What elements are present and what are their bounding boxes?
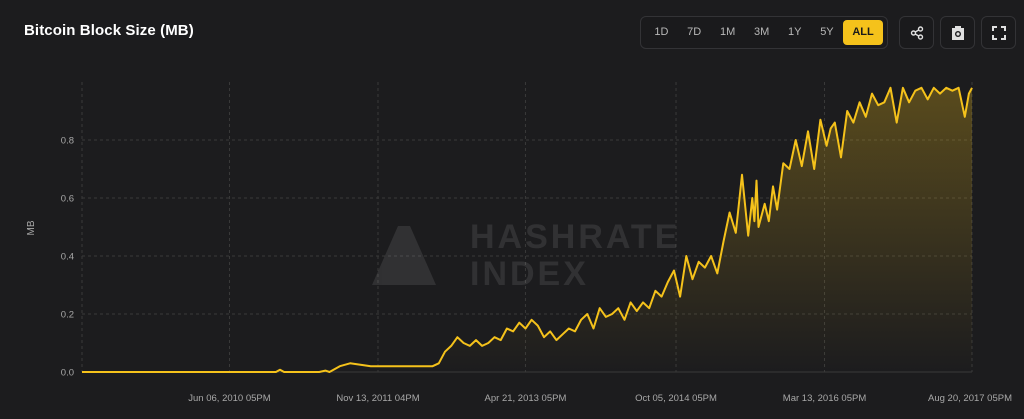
x-tick-label: Apr 21, 2013 05PM [485, 393, 567, 404]
fullscreen-button[interactable] [981, 16, 1016, 49]
screenshot-button[interactable] [940, 16, 975, 49]
x-tick-label: Jun 06, 2010 05PM [188, 393, 270, 404]
y-tick-label: 0.4 [61, 252, 74, 263]
time-range-selector: 1D 7D 1M 3M 1Y 5Y ALL [640, 16, 888, 49]
series-line-0 [82, 86, 973, 373]
y-tick-label: 0.2 [61, 310, 74, 321]
range-button-1m[interactable]: 1M [719, 26, 736, 38]
y-tick-label: 0.8 [61, 136, 74, 147]
series-area-0 [82, 87, 972, 373]
range-button-all[interactable]: ALL [843, 20, 884, 45]
x-tick-label: Oct 05, 2014 05PM [635, 393, 717, 404]
y-axis: 0.0 0.2 0.4 0.6 0.8 [61, 136, 74, 379]
range-button-5y[interactable]: 5Y [820, 26, 834, 38]
x-axis: Jun 06, 2010 05PM Nov 13, 2011 04PM Apr 21… [188, 393, 1012, 404]
range-button-7d[interactable]: 7D [687, 26, 702, 38]
x-tick-label: Aug 20, 2017 05PM [928, 393, 1012, 404]
y-tick-label: 0.6 [61, 194, 74, 205]
camera-icon [951, 25, 964, 40]
range-button-1d[interactable]: 1D [654, 26, 669, 38]
share-icon [910, 25, 923, 40]
y-tick-label: 0.0 [61, 368, 74, 379]
watermark-line-2: INDEX [470, 255, 589, 293]
page-title: Bitcoin Block Size (MB) [24, 22, 194, 39]
watermark-line-1: HASHRATE [470, 218, 680, 256]
x-tick-label: Nov 13, 2011 04PM [336, 393, 419, 404]
share-button[interactable] [899, 16, 934, 49]
y-axis-label: MB [26, 220, 37, 235]
range-button-1y[interactable]: 1Y [787, 26, 802, 38]
range-button-3m[interactable]: 3M [753, 26, 770, 38]
x-tick-label: Mar 13, 2016 05PM [783, 393, 867, 404]
series-layer [82, 86, 973, 373]
fullscreen-icon [991, 25, 1006, 40]
